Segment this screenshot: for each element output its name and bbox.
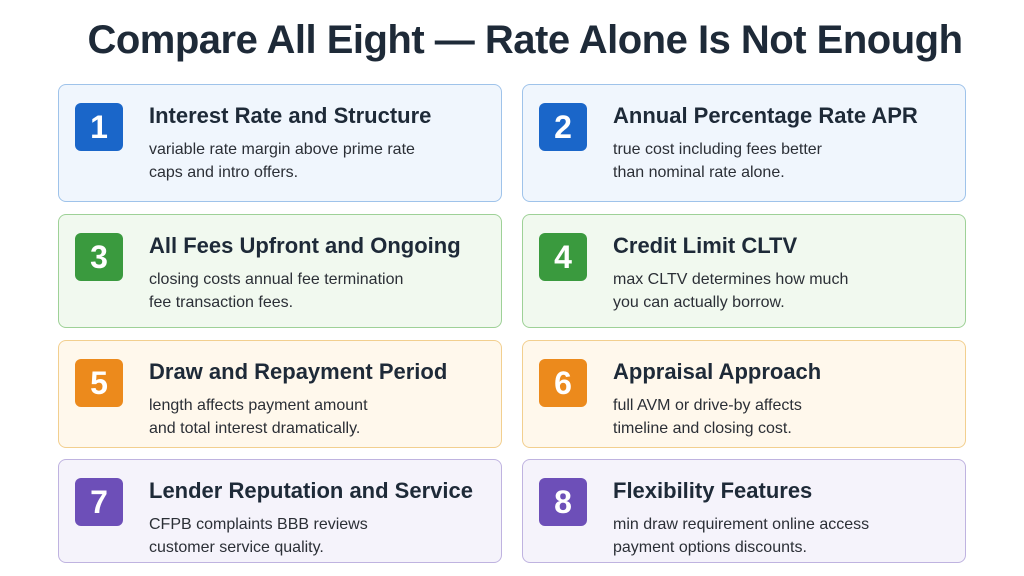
number-badge: 8: [539, 478, 587, 526]
card-text: fee transaction fees.: [149, 294, 294, 311]
card-title: Lender Reputation and Service: [149, 478, 473, 503]
card: 5 Draw and Repayment Period length affects…: [58, 340, 502, 448]
card: 8 Flexibility Features min draw requiremen…: [522, 459, 966, 563]
card-text: payment options discounts.: [613, 539, 807, 556]
number-badge: 1: [75, 103, 123, 151]
card: 2 Annual Percentage Rate APR true cost inc…: [522, 84, 966, 202]
card-text: true cost including fees better: [613, 141, 823, 158]
number-badge: 4: [539, 233, 587, 281]
card-text: variable rate margin above prime rate: [149, 141, 415, 158]
card-text: timeline and closing cost.: [613, 420, 792, 437]
number-badge: 7: [75, 478, 123, 526]
card-text: than nominal rate alone.: [613, 164, 785, 181]
number-badge: 5: [75, 359, 123, 407]
number-badge: 2: [539, 103, 587, 151]
number-badge: 3: [75, 233, 123, 281]
card-title: Annual Percentage Rate APR: [613, 103, 918, 128]
card-title: Flexibility Features: [613, 478, 813, 503]
card-text: length affects payment amount: [149, 397, 368, 414]
card-text: CFPB complaints BBB reviews: [149, 516, 368, 533]
card-text: customer service quality.: [149, 539, 324, 556]
card-title: Appraisal Approach: [613, 359, 822, 384]
card-text: caps and intro offers.: [149, 164, 299, 181]
card-title: Draw and Repayment Period: [149, 359, 448, 384]
card-text: max CLTV determines how much: [613, 271, 849, 288]
card-title: All Fees Upfront and Ongoing: [149, 233, 461, 258]
card-text: and total interest dramatically.: [149, 420, 361, 437]
card-text: you can actually borrow.: [613, 294, 785, 311]
card: 1 Interest Rate and Structure variable rat…: [58, 84, 502, 202]
number-badge: 6: [539, 359, 587, 407]
card-text: min draw requirement online access: [613, 516, 870, 533]
card-title: Interest Rate and Structure: [149, 103, 432, 128]
card: 3 All Fees Upfront and Ongoing closing cos…: [58, 214, 502, 328]
card: 7 Lender Reputation and Service CFPB compl…: [58, 459, 502, 563]
card-text: full AVM or drive-by affects: [613, 397, 802, 414]
card: 6 Appraisal Approach full AVM or drive-by …: [522, 340, 966, 448]
page-title: Compare All Eight — Rate Alone Is Not En…: [87, 18, 963, 62]
card-text: closing costs annual fee termination: [149, 271, 404, 288]
card: 4 Credit Limit CLTV max CLTV determines ho…: [522, 214, 966, 328]
card-title: Credit Limit CLTV: [613, 233, 798, 258]
